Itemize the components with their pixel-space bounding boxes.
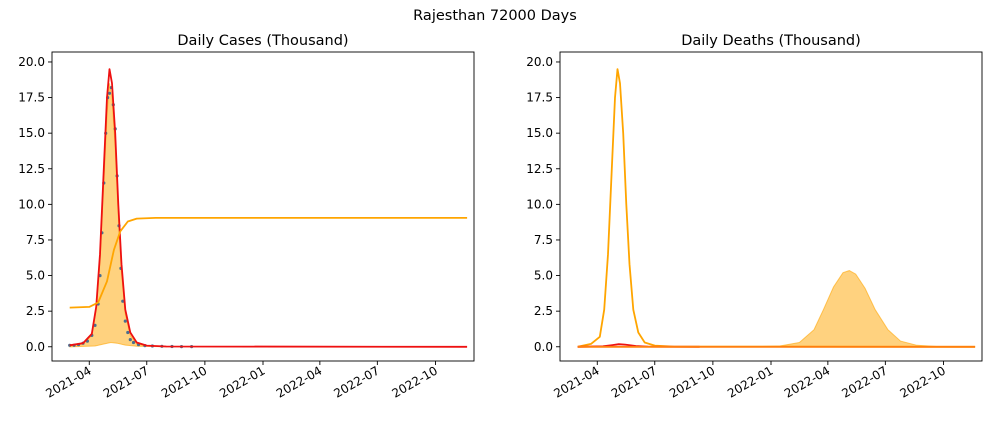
y-tick-label: 2.5 xyxy=(534,304,553,318)
x-tick-label: 2022-07 xyxy=(331,363,381,400)
y-tick-label: 20.0 xyxy=(18,55,45,69)
figure-title: Rajesthan 72000 Days xyxy=(413,8,577,24)
y-tick-label: 17.5 xyxy=(526,91,553,105)
chart-panel-1: Daily Cases (Thousand) 0.0 2.5 5.0 7.5 10.0 12… xyxy=(18,33,475,401)
x-tick-label: 2021-10 xyxy=(159,363,209,400)
y-tick-label: 15.0 xyxy=(526,126,553,140)
x-tick-label: 2022-10 xyxy=(390,363,440,400)
x-tick-label: 2022-04 xyxy=(782,363,832,400)
x-tick-label: 2022-01 xyxy=(725,363,775,400)
x-tick-label: 2022-10 xyxy=(898,363,948,400)
y-tick-label: 7.5 xyxy=(26,233,45,247)
y-tick-label: 17.5 xyxy=(18,91,45,105)
y-tick-label: 0.0 xyxy=(26,340,45,354)
y-tick-label: 15.0 xyxy=(18,126,45,140)
chart-title: Daily Deaths (Thousand) xyxy=(681,33,861,49)
y-tick-label: 0.0 xyxy=(534,340,553,354)
scatter-point xyxy=(131,340,136,345)
x-tick-label: 2022-01 xyxy=(217,363,267,400)
scatter-point xyxy=(107,91,112,95)
series-line xyxy=(577,68,976,348)
scatter-point xyxy=(126,330,130,335)
y-tick-label: 10.0 xyxy=(526,197,553,211)
series-line xyxy=(69,68,468,348)
scatter-point xyxy=(121,299,125,303)
x-tick-label: 2021-04 xyxy=(43,363,93,400)
data-layer xyxy=(577,68,976,348)
scatter-point xyxy=(123,319,127,323)
chart-panel-2: Daily Deaths (Thousand) 0.0 2.5 5.0 7.5 10.0 1… xyxy=(526,33,983,401)
x-tick-label: 2022-04 xyxy=(274,363,324,400)
data-layer xyxy=(68,68,468,349)
y-tick-label: 20.0 xyxy=(526,55,553,69)
x-tick-label: 2021-10 xyxy=(667,363,717,400)
y-tick-label: 12.5 xyxy=(18,162,45,176)
y-tick-label: 7.5 xyxy=(534,233,553,247)
x-tick-label: 2021-04 xyxy=(551,363,601,400)
x-tick-label: 2021-07 xyxy=(101,363,151,400)
y-tick-label: 2.5 xyxy=(26,304,45,318)
chart-title: Daily Cases (Thousand) xyxy=(177,33,348,49)
x-tick-label: 2021-07 xyxy=(609,363,659,400)
series-line xyxy=(69,217,468,309)
scatter-point xyxy=(128,338,132,342)
y-tick-label: 10.0 xyxy=(18,197,45,211)
y-tick-label: 5.0 xyxy=(534,269,553,283)
y-tick-label: 12.5 xyxy=(526,162,553,176)
y-tick-label: 5.0 xyxy=(26,269,45,283)
axes-frame xyxy=(559,51,983,362)
x-tick-label: 2022-07 xyxy=(839,363,889,400)
confidence-band xyxy=(751,270,976,348)
